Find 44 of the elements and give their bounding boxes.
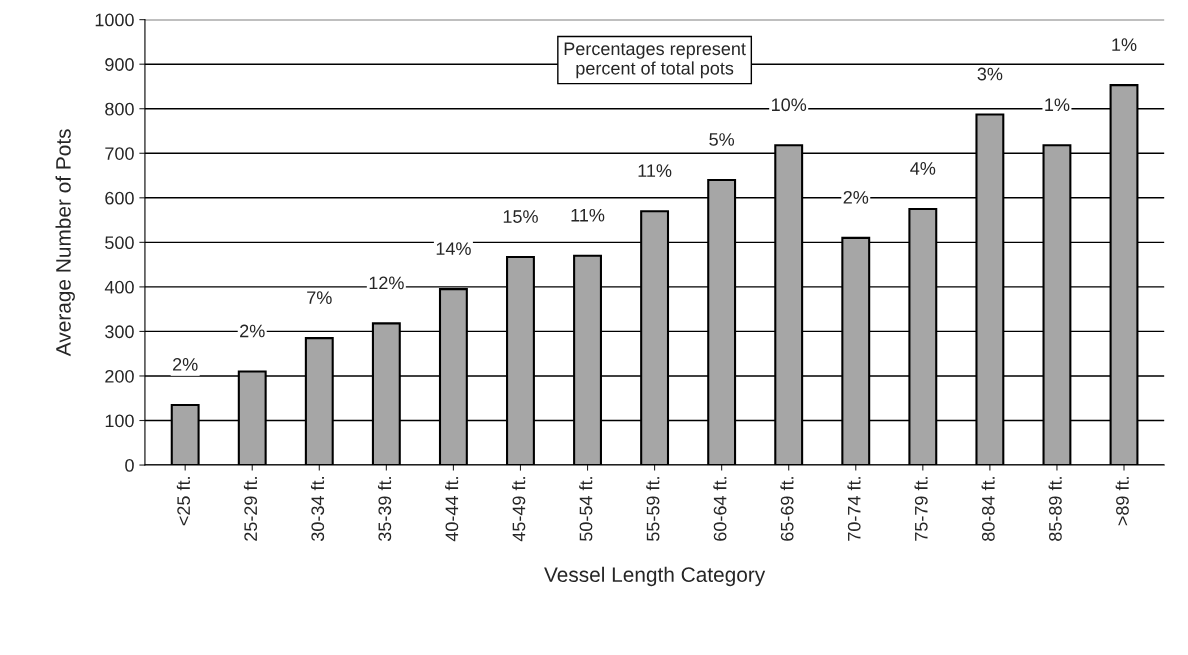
y-tick-label: 800 [105, 102, 134, 116]
x-tick-label: <25 ft. [176, 477, 191, 526]
annotation: 1% [1045, 98, 1070, 112]
y-tick-label: 200 [105, 369, 134, 383]
annotation: 11% [638, 164, 672, 177]
annotation: 2% [173, 358, 198, 371]
annotation: 15% [503, 210, 538, 223]
annotation: 5% [709, 133, 735, 146]
x-tick-label: 50-54 ft. [579, 477, 593, 541]
x-tick-label: 35-39 ft. [377, 477, 392, 542]
annotation: 12% [369, 276, 404, 290]
y-tick-label: 700 [105, 147, 134, 160]
y-tick-label: 600 [105, 191, 134, 205]
y-tick-label: 0 [125, 458, 134, 472]
x-tick-label: 75-79 ft. [914, 477, 928, 541]
annotation: 10% [772, 98, 807, 112]
annotation: Percentages represent percent of total pots [564, 42, 746, 79]
annotation: 1% [1112, 38, 1137, 51]
y-tick-label: 100 [105, 414, 134, 428]
x-tick-label: 80-84 ft. [981, 477, 995, 541]
annotation: 7% [307, 291, 332, 304]
x-tick-label: 60-64 ft. [713, 477, 727, 541]
x-tick-label: 40-44 ft. [445, 477, 459, 542]
y-tick-label: 1000 [95, 13, 134, 27]
x-tick-label: 70-74 ft. [847, 477, 861, 541]
x-tick-label: 85-89 ft. [1048, 477, 1062, 541]
annotation: 14% [436, 242, 471, 255]
y-axis-title: Average Number of Pots [55, 129, 75, 357]
y-tick-label: 400 [104, 280, 134, 294]
y-tick-label: 300 [105, 325, 134, 339]
annotation: 11% [571, 208, 605, 222]
x-tick-label: >89 ft. [1115, 477, 1129, 526]
x-tick-label: 45-49 ft. [512, 477, 526, 542]
annotation: 4% [910, 162, 936, 175]
annotation: 2% [843, 190, 869, 204]
x-tick-label: 30-34 ft. [310, 477, 325, 542]
x-tick-label: 65-69 ft. [780, 477, 794, 541]
y-tick-label: 900 [105, 58, 134, 71]
x-tick-label: 55-59 ft. [646, 477, 660, 541]
annotation: 3% [977, 67, 1003, 81]
annotation: 2% [240, 324, 265, 338]
x-axis-title: Vessel Length Category [544, 566, 766, 587]
y-tick-label: 500 [105, 236, 134, 250]
x-tick-label: 25-29 ft. [243, 477, 258, 541]
